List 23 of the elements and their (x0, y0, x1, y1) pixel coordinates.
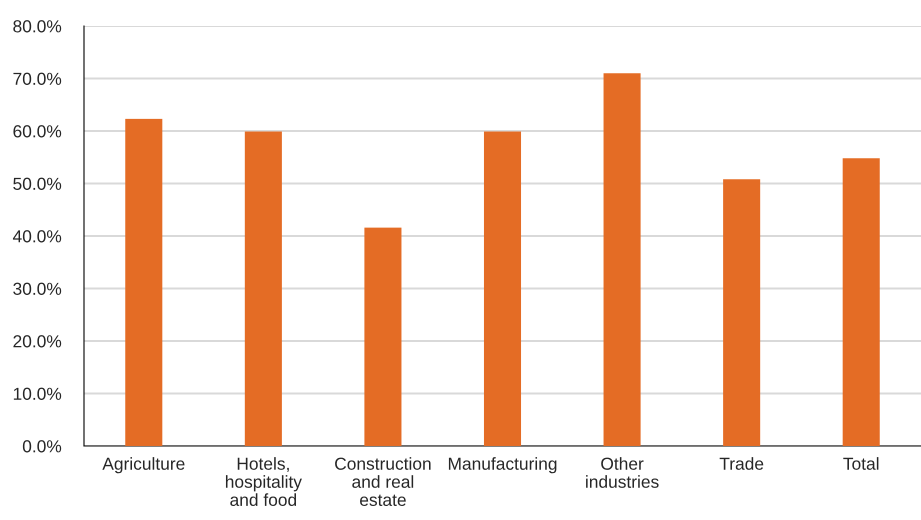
y-tick-label: 30.0% (13, 282, 62, 295)
x-tick-label: Construction and real estate (335, 457, 431, 506)
x-tick-label: Other industries (586, 457, 659, 488)
bar (604, 73, 641, 446)
bar (364, 228, 402, 446)
x-tick-label: Trade (720, 457, 764, 470)
y-tick-label: 50.0% (13, 178, 62, 190)
y-tick-label: 20.0% (13, 335, 62, 348)
y-tick-label: 60.0% (13, 125, 62, 138)
y-tick-label: 80.0% (13, 20, 62, 32)
y-tick-label: 40.0% (12, 230, 62, 242)
x-tick-label: Agriculture (102, 457, 185, 474)
y-tick-label: 10.0% (14, 388, 62, 400)
bar (842, 158, 880, 446)
bar (244, 132, 282, 446)
bar (125, 118, 162, 446)
bar (484, 132, 522, 446)
y-tick-label: 70.0% (13, 72, 62, 85)
x-tick-label: Total (843, 457, 878, 470)
x-tick-label: Hotels, hospitality and food (226, 457, 302, 506)
bar (723, 179, 760, 446)
y-tick-label: 0.0% (22, 440, 62, 452)
x-tick-label: Manufacturing (448, 457, 556, 474)
